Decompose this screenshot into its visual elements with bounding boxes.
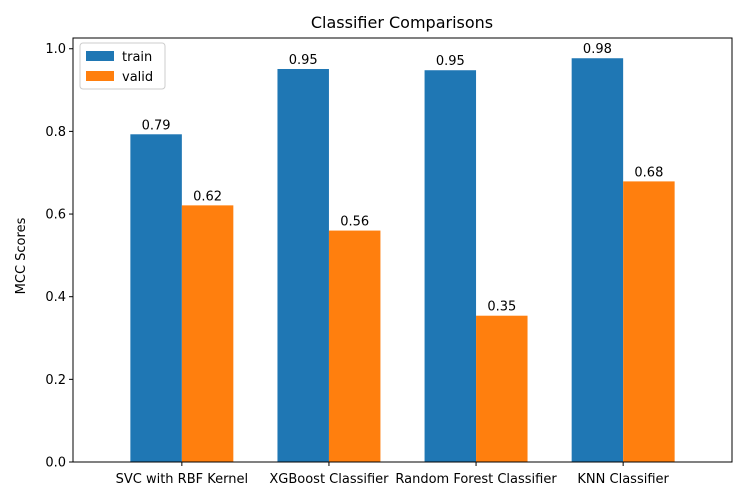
- y-tick-label-3: 0.6: [45, 208, 66, 223]
- x-axis-ticks: SVC with RBF Kernel XGBoost Classifier Ran…: [116, 462, 670, 487]
- bar-valid-0: [181, 205, 234, 463]
- x-tick-label-0: SVC with RBF Kernel: [116, 472, 248, 487]
- bar-train-1: [277, 68, 329, 463]
- legend-label-train: train: [122, 50, 152, 65]
- bar-value-label-train-2: 0.95: [436, 54, 465, 69]
- bar-value-label-train-1: 0.95: [289, 53, 318, 68]
- bar-value-label-train-3: 0.98: [583, 42, 612, 57]
- legend-swatch-train: [86, 51, 114, 61]
- x-tick-label-3: KNN Classifier: [577, 472, 669, 487]
- bar-value-label-valid-2: 0.35: [487, 300, 516, 315]
- bars-group: [130, 58, 675, 463]
- chart-title: Classifier Comparisons: [311, 13, 493, 32]
- legend-label-valid: valid: [122, 70, 153, 85]
- x-tick-label-1: XGBoost Classifier: [269, 472, 389, 487]
- bar-valid-2: [476, 315, 528, 462]
- y-tick-label-2: 0.4: [45, 290, 66, 305]
- bar-valid-3: [623, 181, 675, 463]
- bar-value-label-valid-1: 0.56: [340, 215, 369, 230]
- bar-labels-group: 0.79 0.62 0.95 0.56 0.95 0.35 0.98 0.68: [142, 42, 664, 314]
- bar-train-0: [130, 134, 182, 462]
- y-tick-label-0: 0.0: [45, 456, 66, 471]
- bar-train-2: [424, 70, 477, 462]
- bar-valid-1: [328, 230, 381, 462]
- bar-value-label-train-0: 0.79: [142, 118, 171, 133]
- bar-value-label-valid-3: 0.68: [634, 165, 663, 180]
- y-axis-label: MCC Scores: [14, 217, 29, 294]
- y-axis-ticks: 0.0 0.2 0.4 0.6 0.8 1.0: [45, 42, 73, 471]
- y-tick-label-1: 0.2: [45, 373, 66, 388]
- legend-swatch-valid: [86, 71, 114, 81]
- plot-frame: [72, 37, 733, 463]
- y-tick-label-5: 1.0: [45, 42, 66, 57]
- bar-train-3: [571, 58, 624, 462]
- y-tick-label-4: 0.8: [45, 125, 66, 140]
- legend: train valid: [79, 42, 166, 90]
- x-tick-label-2: Random Forest Classifier: [395, 472, 557, 487]
- bar-value-label-valid-0: 0.62: [193, 189, 222, 204]
